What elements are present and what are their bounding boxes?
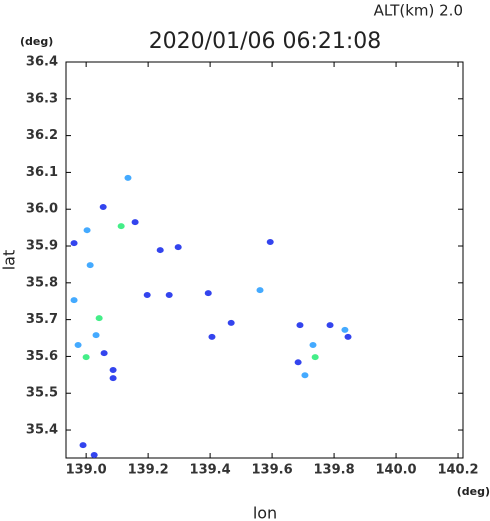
- y-tick-label: 36.1: [26, 165, 58, 180]
- y-tick-label: 36.3: [26, 91, 58, 106]
- plot-frame: [65, 61, 464, 459]
- y-tick-label: 35.7: [26, 312, 58, 327]
- echo-point: [204, 290, 212, 297]
- y-tick-label: 36.2: [26, 128, 58, 143]
- x-tick-label: 139.2: [128, 463, 169, 478]
- x-tick-label: 139.0: [66, 463, 107, 478]
- x-tick-label: 139.8: [314, 463, 355, 478]
- y-tick-label: 36.4: [26, 55, 58, 70]
- y-unit: (deg): [20, 35, 53, 48]
- y-tick-label: 36.0: [26, 202, 58, 217]
- echo-point: [256, 287, 264, 294]
- echo-point: [294, 359, 302, 366]
- y-tick-label: 35.6: [26, 349, 58, 364]
- echo-point: [82, 354, 90, 361]
- echo-point: [311, 354, 319, 361]
- echo-point: [341, 326, 349, 333]
- y-tick-label: 35.5: [26, 386, 58, 401]
- x-axis-label: lon: [253, 504, 277, 521]
- x-unit: (deg): [457, 485, 490, 498]
- x-tick-label: 139.6: [252, 463, 293, 478]
- echo-point: [156, 247, 164, 254]
- echo-point: [92, 332, 100, 339]
- x-tick-label: 140.0: [375, 463, 416, 478]
- echo-point: [301, 372, 309, 379]
- echo-point: [124, 174, 132, 181]
- echo-point: [266, 238, 274, 245]
- chart-title: 2020/01/06 06:21:08: [149, 29, 382, 54]
- echo-point: [109, 375, 117, 382]
- echo-point: [90, 452, 98, 459]
- echo-point: [99, 204, 107, 211]
- echo-point: [344, 333, 352, 340]
- echo-point: [100, 350, 108, 357]
- x-tick-label: 140.2: [437, 463, 478, 478]
- echo-point: [79, 442, 87, 449]
- echo-point: [165, 291, 173, 298]
- echo-point: [143, 291, 151, 298]
- echo-point: [70, 240, 78, 247]
- echo-point: [296, 322, 304, 329]
- echo-point: [309, 342, 317, 349]
- x-tick-label: 139.4: [190, 463, 231, 478]
- echo-point: [109, 367, 117, 374]
- echo-point: [208, 333, 216, 340]
- echo-point: [70, 297, 78, 304]
- y-tick-label: 35.4: [26, 423, 58, 438]
- echo-point: [131, 219, 139, 226]
- y-axis-label: lat: [0, 250, 19, 271]
- y-tick-label: 35.9: [26, 239, 58, 254]
- echo-point: [326, 322, 334, 329]
- echo-point: [227, 319, 235, 326]
- altitude-label: ALT(km) 2.0: [374, 2, 463, 20]
- echo-point: [117, 223, 125, 230]
- echo-point: [86, 262, 94, 269]
- echo-point: [74, 342, 82, 349]
- echo-point: [174, 244, 182, 251]
- y-tick-label: 35.8: [26, 275, 58, 290]
- echo-point: [83, 227, 91, 234]
- echo-point: [95, 315, 103, 322]
